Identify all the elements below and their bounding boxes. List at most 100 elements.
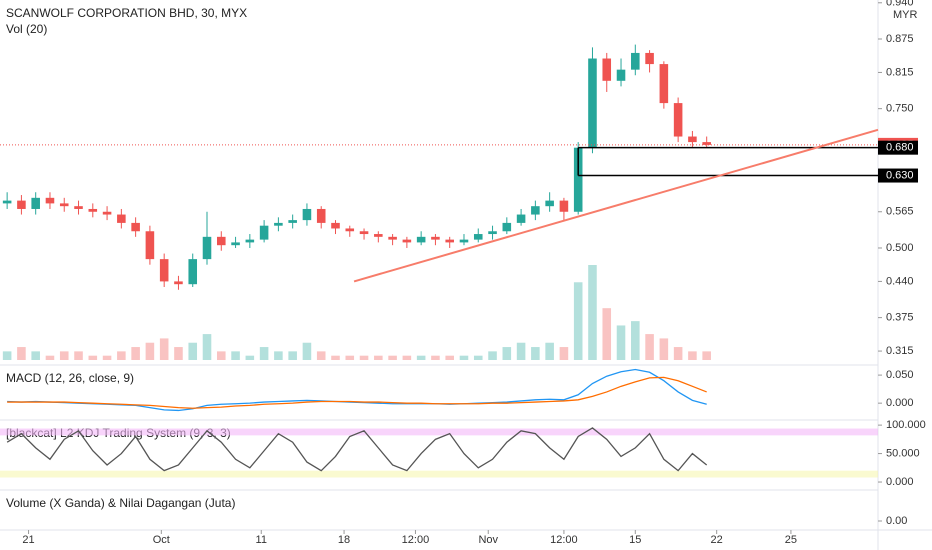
volume-bar (174, 347, 183, 360)
candle-body (88, 208, 98, 212)
candle-body (217, 236, 226, 246)
candle-body (473, 234, 483, 240)
candle-body (316, 208, 326, 223)
price-line-label: 0.630 (886, 169, 914, 181)
pane-title: Volume (X Ganda) & Nilai Dagangan (Juta) (6, 496, 235, 510)
candle-body (74, 206, 83, 209)
candle-body (202, 236, 212, 260)
volume-bar (659, 338, 669, 360)
volume-bar (488, 351, 497, 360)
volume-bar (545, 342, 554, 360)
volume-bar (117, 351, 126, 360)
volume-bar (31, 351, 40, 360)
candle-body (702, 142, 711, 145)
candle-body (131, 222, 140, 232)
pane-title: MACD (12, 26, close, 9) (6, 371, 134, 385)
candle-body (502, 222, 512, 232)
volume-bar (431, 355, 440, 360)
candle-body (288, 220, 297, 223)
candle-body (2, 200, 12, 204)
y-tick-label: 0.750 (886, 103, 914, 115)
candle-body (302, 208, 312, 221)
y-tick-label: 0.000 (886, 476, 914, 488)
candle-body (17, 200, 26, 209)
candle-body (402, 239, 412, 243)
y-tick-label: 0.000 (886, 397, 914, 409)
candle-body (645, 52, 654, 65)
candle-body (102, 211, 112, 215)
candle-body (445, 239, 454, 243)
volume-bar (402, 355, 412, 360)
volume-bar (2, 351, 12, 360)
y-tick-label: 0.815 (886, 66, 914, 78)
y-tick-label: 0.315 (886, 345, 914, 357)
x-tick-label: 18 (338, 534, 350, 546)
series-line (7, 376, 707, 409)
candle-body (531, 206, 540, 215)
x-tick-label: Oct (153, 534, 170, 546)
candle-body (631, 52, 640, 70)
volume-bar (459, 355, 469, 360)
candle-body (573, 147, 583, 212)
price-line-box (878, 140, 918, 155)
volume-bar (259, 347, 269, 360)
volume-bar (388, 355, 397, 360)
volume-bar (202, 334, 212, 360)
volume-bar (445, 355, 454, 360)
volume-bar (616, 325, 626, 360)
x-tick-label: 12:00 (550, 534, 578, 546)
y-tick-label: 0.440 (886, 275, 914, 287)
volume-bar (159, 338, 169, 360)
volume-bar (702, 351, 711, 360)
volume-bar (45, 355, 55, 360)
volume-bar (245, 355, 255, 360)
volume-bar (188, 342, 198, 360)
y-tick-label: 0.500 (886, 242, 914, 254)
candle-body (388, 236, 397, 240)
volume-bar (345, 355, 355, 360)
candle-body (31, 197, 40, 209)
volume-bar (231, 351, 240, 360)
volume-bar (302, 342, 312, 360)
y-tick-label: 50.000 (886, 447, 920, 459)
volume-bar (59, 351, 69, 360)
candle-body (659, 64, 669, 104)
candle-body (488, 231, 497, 235)
candle-body (374, 234, 383, 237)
y-tick-label: 0.875 (886, 33, 914, 45)
volume-bar (102, 355, 112, 360)
volume-bar (573, 282, 583, 360)
price-line-label: 0.680 (886, 142, 914, 154)
x-tick-label: 21 (22, 534, 34, 546)
candle-body (331, 222, 340, 229)
price-line-box (878, 168, 918, 183)
candle-body (117, 214, 126, 223)
candle-body (688, 136, 697, 143)
candle-body (616, 69, 626, 81)
volume-bar (588, 265, 597, 360)
volume-bar (631, 321, 640, 360)
candle-body (416, 236, 426, 243)
candle-body (345, 228, 355, 232)
candle-body (673, 103, 683, 137)
band (0, 470, 878, 478)
candle-body (602, 58, 612, 81)
candle-body (59, 203, 69, 207)
candle-body (545, 200, 554, 207)
volume-bar (88, 355, 98, 360)
candle-body (588, 58, 597, 148)
volume-bar (673, 347, 683, 360)
y-tick-label: 0.00 (886, 515, 907, 527)
candle-body (459, 239, 469, 243)
candle-body (274, 222, 283, 226)
volume-bar (602, 308, 612, 360)
volume-bar (316, 351, 326, 360)
volume-bar (145, 342, 155, 360)
pane-title: SCANWOLF CORPORATION BHD, 30, MYX (6, 6, 247, 20)
volume-bar (374, 355, 383, 360)
candle-body (159, 259, 169, 282)
volume-bar (331, 355, 340, 360)
candle-body (145, 231, 155, 260)
volume-bar (274, 351, 283, 360)
